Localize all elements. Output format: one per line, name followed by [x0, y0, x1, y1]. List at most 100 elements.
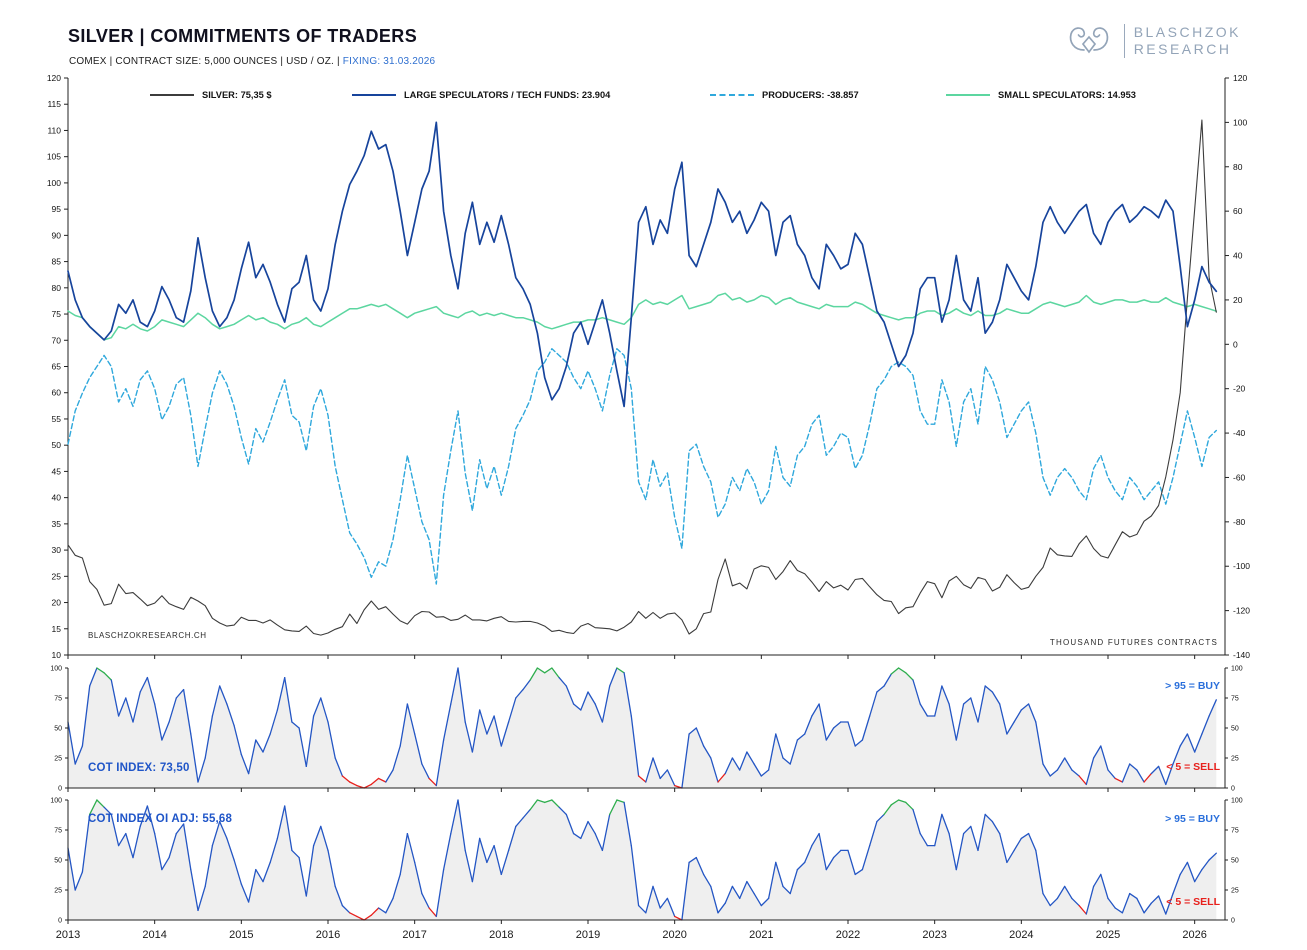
axis-tick-label: 25 [1231, 756, 1239, 763]
axis-tick-label: 2017 [402, 929, 426, 941]
cot-area-fill [68, 800, 1217, 920]
axis-tick-label: 35 [52, 519, 62, 529]
axis-tick-label: 25 [54, 756, 62, 763]
producers-line-sample [710, 94, 754, 96]
legend-label-large-speculators: LARGE SPECULATORS / TECH FUNDS: 23.904 [404, 90, 611, 100]
axis-tick-label: 25 [54, 888, 62, 895]
axis-tick-label: 50 [1231, 858, 1239, 865]
axis-tick-label: 100 [1233, 117, 1247, 127]
axis-tick-label: 2022 [836, 929, 860, 941]
axis-tick-label: -80 [1233, 517, 1246, 527]
cot-line-segments [67, 667, 1217, 789]
logo-divider [1123, 24, 1125, 58]
legend-item-large-speculators: LARGE SPECULATORS / TECH FUNDS: 23.904 [352, 90, 610, 100]
series-line-small-speculators [67, 292, 1218, 341]
axis-tick-label: -100 [1233, 561, 1250, 571]
cot-y-ticks: 0 0 25 25 50 50 75 75 100 100 [50, 798, 1242, 925]
legend-label-small-speculators: SMALL SPECULATORS: 14.953 [998, 90, 1136, 100]
series-line-producers [67, 348, 1217, 585]
axis-tick-label: 2020 [662, 929, 686, 941]
axis-tick-label: 75 [52, 309, 62, 319]
axis-tick-label: 120 [1233, 73, 1247, 83]
axis-tick-label: 100 [1231, 666, 1243, 673]
axis-tick-label: 15 [52, 624, 62, 634]
chart-subtitle: COMEX | CONTRACT SIZE: 5,000 OUNCES | US… [69, 56, 435, 67]
axis-tick-label: 2013 [56, 929, 80, 941]
axis-tick-label: 85 [52, 257, 62, 267]
subtitle-contract-info: COMEX | CONTRACT SIZE: 5,000 OUNCES | US… [69, 56, 340, 67]
axis-tick-label: 55 [52, 414, 62, 424]
axis-tick-label: 25 [1231, 888, 1239, 895]
axis-tick-label: 100 [47, 178, 61, 188]
axis-tick-label: 2021 [749, 929, 773, 941]
cot1-sell-annotation: < 5 = SELL [1166, 761, 1220, 773]
series-line-silver [67, 119, 1217, 636]
axis-tick-label: 70 [52, 335, 62, 345]
axis-tick-label: -60 [1233, 472, 1246, 482]
logo-line2: RESEARCH [1133, 41, 1232, 57]
axis-tick-label: 100 [50, 798, 62, 805]
right-axis-caption: THOUSAND FUTURES CONTRACTS [1049, 638, 1218, 647]
axis-tick-label: 50 [52, 440, 62, 450]
axis-tick-label: 2016 [316, 929, 340, 941]
axis-tick-label: 40 [52, 493, 62, 503]
main-chart-canvas: 1201151101051009590858075706560555045403… [47, 73, 1250, 660]
left-axis-ticks: 120 115 110 105 100 95 90 85 80 75 70 65 60 55 50 45 40 3… [47, 73, 68, 660]
axis-tick-label: 20 [1233, 295, 1243, 305]
axis-tick-label: 2023 [922, 929, 946, 941]
main-axes [67, 78, 1226, 656]
cot-index-value-label: COT INDEX: 73,50 [88, 762, 190, 774]
axis-tick-label: 65 [52, 362, 62, 372]
cot-index-panel-canvas: 0 0 25 25 50 50 75 75 100 100 [50, 666, 1243, 793]
cot-area-fill [68, 668, 1217, 788]
watermark: BLASCHZOKRESEARCH.CH [88, 631, 207, 640]
cot-index-oi-adj-panel-canvas: 0 0 25 25 50 50 75 75 100 100 2013 2014 2015 2016 2017… [50, 798, 1242, 942]
axis-tick-label: 115 [47, 99, 61, 109]
axis-tick-label: 60 [1233, 206, 1243, 216]
axis-tick-label: 75 [1231, 828, 1239, 835]
silver-line-sample [150, 94, 194, 96]
axis-tick-label: -40 [1233, 428, 1246, 438]
axis-tick-label: 80 [1233, 162, 1243, 172]
axis-tick-label: 50 [54, 726, 62, 733]
axis-tick-label: 50 [1231, 726, 1239, 733]
cot-x-ticks: 2013 2014 2015 2016 2017 2018 2019 2020 2021 2022… [56, 920, 1207, 941]
right-axis-ticks: 120 100 80 60 40 20 0 -20 -40 -60 -80 -100 -120 -140 [1225, 73, 1250, 660]
axis-tick-label: 60 [52, 388, 62, 398]
axis-tick-label: 50 [54, 858, 62, 865]
axis-tick-label: 80 [52, 283, 62, 293]
axis-tick-label: 90 [52, 230, 62, 240]
axis-tick-label: 2024 [1009, 929, 1033, 941]
axis-tick-label: 0 [1231, 786, 1235, 793]
axis-tick-label: 2019 [576, 929, 600, 941]
logo-wordmark: BLASCHZOK RESEARCH [1134, 24, 1241, 58]
axis-tick-label: 100 [50, 666, 62, 673]
axis-tick-label: 30 [52, 545, 62, 555]
axis-tick-label: 10 [52, 650, 62, 660]
axis-tick-label: 0 [1233, 339, 1238, 349]
axis-tick-label: 75 [54, 828, 62, 835]
axis-tick-label: -140 [1233, 650, 1250, 660]
axis-tick-label: 120 [47, 73, 61, 83]
axis-tick-label: 2015 [229, 929, 253, 941]
axis-tick-label: 25 [52, 571, 62, 581]
axis-tick-label: 100 [1231, 798, 1243, 805]
legend-item-small-speculators: SMALL SPECULATORS: 14.953 [946, 90, 1136, 100]
cot2-buy-annotation: > 95 = BUY [1165, 813, 1220, 825]
axis-tick-label: 2026 [1182, 929, 1206, 941]
small-speculators-line-sample [946, 94, 990, 96]
axis-tick-label: 0 [58, 918, 62, 925]
axis-tick-label: 0 [1231, 918, 1235, 925]
cot-index-oi-adj-value-label: COT INDEX OI ADJ: 55,68 [88, 813, 233, 825]
subtitle-fixing-date: FIXING: 31.03.2026 [342, 56, 436, 67]
blaschzok-ibex-icon [1069, 27, 1108, 54]
page-title: SILVER | COMMITMENTS OF TRADERS [68, 26, 418, 46]
cot2-sell-annotation: < 5 = SELL [1166, 896, 1220, 908]
axis-tick-label: 2025 [1096, 929, 1120, 941]
axis-tick-label: 75 [54, 696, 62, 703]
axis-tick-label: 20 [52, 598, 62, 608]
cot-line-segments [67, 799, 1217, 921]
axis-tick-label: -20 [1233, 384, 1246, 394]
legend-label-producers: PRODUCERS: -38.857 [762, 90, 859, 100]
legend-item-producers: PRODUCERS: -38.857 [710, 90, 859, 100]
